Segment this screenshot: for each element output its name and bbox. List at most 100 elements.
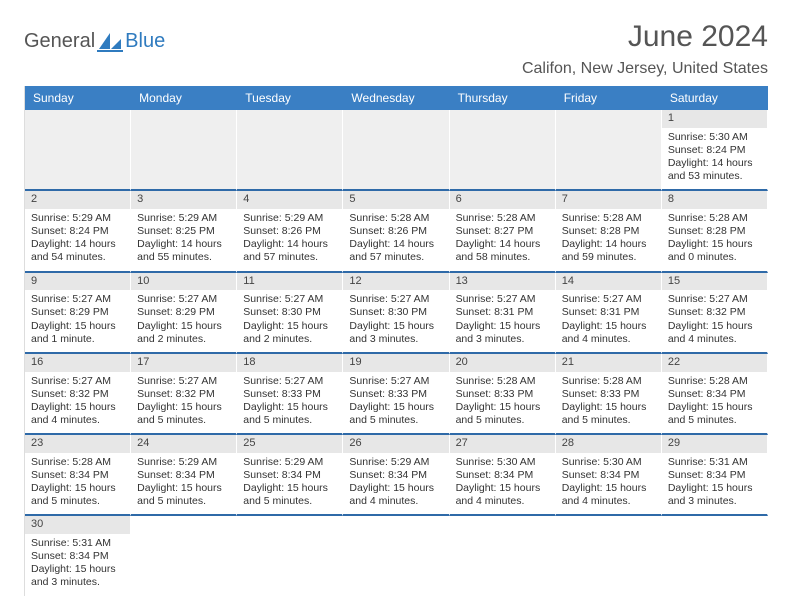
day-number: 5 bbox=[349, 193, 355, 205]
sunrise-line: Sunrise: 5:31 AM bbox=[31, 537, 124, 550]
daylight-line: Daylight: 15 hours and 5 minutes. bbox=[31, 482, 124, 508]
day-cell: 19Sunrise: 5:27 AMSunset: 8:33 PMDayligh… bbox=[343, 354, 449, 435]
blank-cell bbox=[556, 110, 662, 191]
sunset-line: Sunset: 8:29 PM bbox=[31, 306, 124, 319]
blank-cell bbox=[343, 110, 449, 191]
daylight-line: Daylight: 15 hours and 4 minutes. bbox=[349, 482, 442, 508]
blank-cell bbox=[131, 110, 237, 191]
column-header: Saturday bbox=[662, 86, 768, 110]
day-cell: 28Sunrise: 5:30 AMSunset: 8:34 PMDayligh… bbox=[556, 435, 662, 516]
daylight-line: Daylight: 15 hours and 4 minutes. bbox=[562, 482, 655, 508]
day-number: 20 bbox=[456, 356, 468, 368]
sunset-line: Sunset: 8:27 PM bbox=[456, 225, 549, 238]
month-title: June 2024 bbox=[522, 20, 768, 54]
day-number: 17 bbox=[137, 356, 149, 368]
day-cell: 20Sunrise: 5:28 AMSunset: 8:33 PMDayligh… bbox=[450, 354, 556, 435]
day-cell: 30Sunrise: 5:31 AMSunset: 8:34 PMDayligh… bbox=[25, 516, 131, 595]
sunrise-line: Sunrise: 5:27 AM bbox=[349, 375, 442, 388]
day-cell: 1Sunrise: 5:30 AMSunset: 8:24 PMDaylight… bbox=[662, 110, 768, 191]
sunrise-line: Sunrise: 5:27 AM bbox=[349, 293, 442, 306]
sunset-line: Sunset: 8:33 PM bbox=[349, 388, 442, 401]
day-number: 10 bbox=[137, 275, 149, 287]
logo-text-general: General bbox=[24, 30, 95, 53]
day-cell: 21Sunrise: 5:28 AMSunset: 8:33 PMDayligh… bbox=[556, 354, 662, 435]
sunrise-line: Sunrise: 5:29 AM bbox=[137, 456, 230, 469]
daylight-line: Daylight: 15 hours and 3 minutes. bbox=[456, 320, 549, 346]
day-cell: 22Sunrise: 5:28 AMSunset: 8:34 PMDayligh… bbox=[662, 354, 768, 435]
day-number: 14 bbox=[562, 275, 574, 287]
daylight-line: Daylight: 14 hours and 53 minutes. bbox=[668, 157, 761, 183]
sunrise-line: Sunrise: 5:27 AM bbox=[31, 293, 124, 306]
daylight-line: Daylight: 15 hours and 5 minutes. bbox=[137, 401, 230, 427]
blank-cell bbox=[131, 516, 237, 595]
day-cell: 29Sunrise: 5:31 AMSunset: 8:34 PMDayligh… bbox=[662, 435, 768, 516]
daylight-line: Daylight: 15 hours and 5 minutes. bbox=[456, 401, 549, 427]
sunrise-line: Sunrise: 5:27 AM bbox=[243, 293, 336, 306]
sunrise-line: Sunrise: 5:27 AM bbox=[456, 293, 549, 306]
daylight-line: Daylight: 15 hours and 3 minutes. bbox=[349, 320, 442, 346]
day-number: 29 bbox=[668, 437, 680, 449]
day-cell: 25Sunrise: 5:29 AMSunset: 8:34 PMDayligh… bbox=[237, 435, 343, 516]
sunset-line: Sunset: 8:26 PM bbox=[243, 225, 336, 238]
sunset-line: Sunset: 8:32 PM bbox=[31, 388, 124, 401]
sunrise-line: Sunrise: 5:28 AM bbox=[31, 456, 124, 469]
column-header: Tuesday bbox=[237, 86, 343, 110]
column-header: Monday bbox=[131, 86, 237, 110]
day-number: 30 bbox=[31, 518, 43, 530]
sunset-line: Sunset: 8:28 PM bbox=[668, 225, 761, 238]
title-block: June 2024 Califon, New Jersey, United St… bbox=[522, 20, 768, 78]
logo-text-blue: Blue bbox=[125, 30, 165, 53]
sunrise-line: Sunrise: 5:28 AM bbox=[668, 375, 761, 388]
calendar-grid: SundayMondayTuesdayWednesdayThursdayFrid… bbox=[24, 86, 768, 596]
sunset-line: Sunset: 8:32 PM bbox=[137, 388, 230, 401]
blank-cell bbox=[662, 516, 768, 595]
sunset-line: Sunset: 8:26 PM bbox=[349, 225, 442, 238]
sunrise-line: Sunrise: 5:31 AM bbox=[668, 456, 761, 469]
sunset-line: Sunset: 8:28 PM bbox=[562, 225, 655, 238]
daylight-line: Daylight: 15 hours and 5 minutes. bbox=[137, 482, 230, 508]
sunrise-line: Sunrise: 5:29 AM bbox=[31, 212, 124, 225]
sunrise-line: Sunrise: 5:29 AM bbox=[349, 456, 442, 469]
daylight-line: Daylight: 15 hours and 5 minutes. bbox=[243, 482, 336, 508]
sunrise-line: Sunrise: 5:29 AM bbox=[243, 212, 336, 225]
day-number: 12 bbox=[349, 275, 361, 287]
day-number: 6 bbox=[456, 193, 462, 205]
daylight-line: Daylight: 14 hours and 57 minutes. bbox=[349, 238, 442, 264]
day-cell: 13Sunrise: 5:27 AMSunset: 8:31 PMDayligh… bbox=[450, 273, 556, 354]
day-cell: 11Sunrise: 5:27 AMSunset: 8:30 PMDayligh… bbox=[237, 273, 343, 354]
sunrise-line: Sunrise: 5:27 AM bbox=[562, 293, 655, 306]
daylight-line: Daylight: 14 hours and 59 minutes. bbox=[562, 238, 655, 264]
sunset-line: Sunset: 8:33 PM bbox=[456, 388, 549, 401]
sunset-line: Sunset: 8:25 PM bbox=[137, 225, 230, 238]
sunset-line: Sunset: 8:32 PM bbox=[668, 306, 761, 319]
daylight-line: Daylight: 15 hours and 5 minutes. bbox=[349, 401, 442, 427]
column-header: Sunday bbox=[25, 86, 131, 110]
daylight-line: Daylight: 15 hours and 0 minutes. bbox=[668, 238, 761, 264]
header: General Blue June 2024 Califon, New Jers… bbox=[24, 20, 768, 78]
sunrise-line: Sunrise: 5:30 AM bbox=[668, 131, 761, 144]
day-cell: 12Sunrise: 5:27 AMSunset: 8:30 PMDayligh… bbox=[343, 273, 449, 354]
daylight-line: Daylight: 15 hours and 3 minutes. bbox=[31, 563, 124, 589]
sunset-line: Sunset: 8:24 PM bbox=[668, 144, 761, 157]
day-number: 7 bbox=[562, 193, 568, 205]
day-cell: 7Sunrise: 5:28 AMSunset: 8:28 PMDaylight… bbox=[556, 191, 662, 272]
daylight-line: Daylight: 15 hours and 4 minutes. bbox=[31, 401, 124, 427]
day-number: 26 bbox=[349, 437, 361, 449]
blank-cell bbox=[450, 516, 556, 595]
sunrise-line: Sunrise: 5:27 AM bbox=[137, 375, 230, 388]
day-cell: 23Sunrise: 5:28 AMSunset: 8:34 PMDayligh… bbox=[25, 435, 131, 516]
blank-cell bbox=[25, 110, 131, 191]
sunrise-line: Sunrise: 5:28 AM bbox=[349, 212, 442, 225]
daylight-line: Daylight: 14 hours and 55 minutes. bbox=[137, 238, 230, 264]
location: Califon, New Jersey, United States bbox=[522, 60, 768, 78]
day-cell: 8Sunrise: 5:28 AMSunset: 8:28 PMDaylight… bbox=[662, 191, 768, 272]
day-number: 3 bbox=[137, 193, 143, 205]
day-cell: 10Sunrise: 5:27 AMSunset: 8:29 PMDayligh… bbox=[131, 273, 237, 354]
blank-cell bbox=[556, 516, 662, 595]
day-number: 13 bbox=[456, 275, 468, 287]
sunset-line: Sunset: 8:34 PM bbox=[243, 469, 336, 482]
day-cell: 6Sunrise: 5:28 AMSunset: 8:27 PMDaylight… bbox=[450, 191, 556, 272]
day-number: 2 bbox=[31, 193, 37, 205]
day-number: 9 bbox=[31, 275, 37, 287]
daylight-line: Daylight: 14 hours and 57 minutes. bbox=[243, 238, 336, 264]
